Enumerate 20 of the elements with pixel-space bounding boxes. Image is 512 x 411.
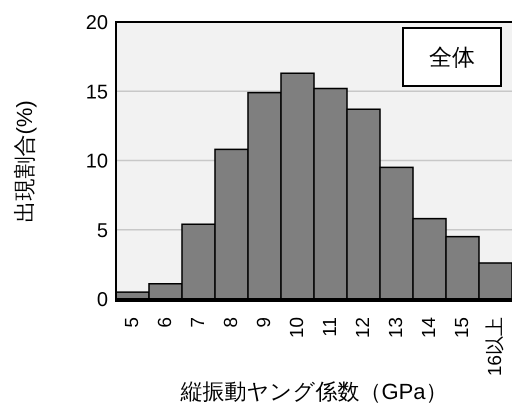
- y-tick-label: 0: [96, 289, 108, 312]
- x-tick-label: 15: [452, 317, 473, 338]
- y-tick-label: 15: [86, 81, 108, 104]
- x-tick-label: 12: [353, 317, 374, 338]
- x-tick-label: 9: [254, 317, 275, 328]
- x-tick-label: 16以上: [485, 317, 506, 376]
- x-axis-title: 縦振動ヤング係数（GPa）: [179, 379, 448, 404]
- x-tick-label: 14: [419, 316, 440, 338]
- annotation: 全体: [402, 27, 502, 87]
- x-tick-label: 13: [386, 317, 407, 338]
- y-tick-label: 10: [86, 150, 108, 173]
- x-tick-label: 10: [287, 317, 308, 338]
- x-tick-label: 8: [221, 317, 242, 328]
- y-tick-label: 5: [96, 220, 108, 242]
- y-axis-title: 出現割合(%): [12, 100, 37, 222]
- y-tick-label: 20: [86, 12, 108, 34]
- x-tick-label: 5: [122, 317, 143, 328]
- x-tick-label: 7: [188, 317, 209, 328]
- x-tick-label: 11: [320, 317, 341, 337]
- x-tick-label: 6: [155, 317, 176, 328]
